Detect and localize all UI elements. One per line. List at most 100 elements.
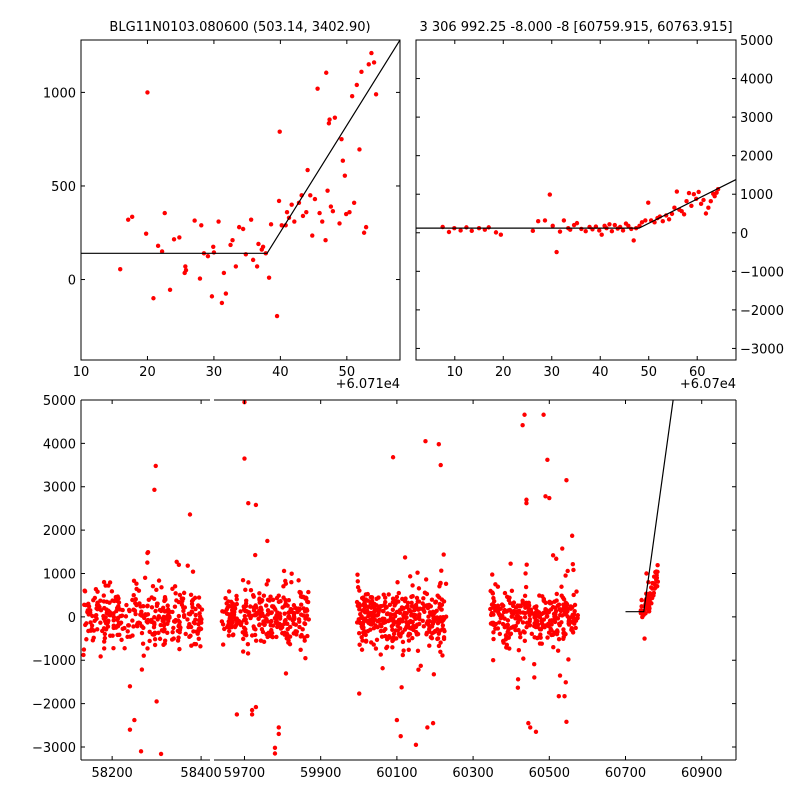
data-point xyxy=(359,624,364,629)
data-point xyxy=(397,610,403,616)
data-point xyxy=(250,593,256,598)
data-point xyxy=(340,158,346,163)
data-point xyxy=(524,624,529,630)
data-point xyxy=(154,587,159,593)
data-point xyxy=(136,588,142,593)
data-point xyxy=(302,638,307,643)
data-point xyxy=(240,577,246,583)
data-point xyxy=(545,635,550,640)
data-point xyxy=(248,217,254,222)
data-point xyxy=(639,597,644,603)
data-point xyxy=(442,629,447,634)
model-line xyxy=(81,40,400,254)
data-point xyxy=(443,581,449,586)
data-point xyxy=(355,603,361,608)
data-point xyxy=(390,596,396,601)
data-point xyxy=(110,633,115,638)
data-point xyxy=(564,610,569,616)
x-tick-label: 58200 xyxy=(91,766,132,781)
data-point xyxy=(87,610,93,615)
data-point xyxy=(199,223,204,228)
data-point xyxy=(383,626,388,632)
x-tick-label: 59900 xyxy=(300,766,341,781)
data-point xyxy=(439,568,444,573)
data-point xyxy=(241,636,246,642)
data-point xyxy=(286,638,291,643)
data-point xyxy=(655,562,660,568)
data-point xyxy=(391,631,397,637)
data-point xyxy=(230,609,235,614)
data-point xyxy=(507,646,512,651)
data-point xyxy=(496,610,501,615)
data-point-outlier xyxy=(154,699,159,704)
data-point xyxy=(173,591,178,596)
data-point-outlier xyxy=(272,751,278,756)
data-point xyxy=(552,619,558,625)
data-point xyxy=(283,598,288,603)
y-tick-label: −3000 xyxy=(740,342,784,357)
data-point xyxy=(438,581,443,586)
data-point xyxy=(276,599,282,605)
data-point xyxy=(438,640,443,645)
data-point xyxy=(286,614,291,620)
data-point xyxy=(265,578,271,583)
data-point xyxy=(155,243,161,249)
data-point xyxy=(304,209,309,215)
data-point xyxy=(439,597,445,602)
data-point xyxy=(231,612,237,617)
data-point xyxy=(285,627,290,632)
data-point xyxy=(277,611,283,616)
data-point xyxy=(554,556,559,561)
data-point xyxy=(220,642,226,647)
data-point xyxy=(265,612,270,617)
y-tick-label: −1000 xyxy=(32,654,76,669)
data-point xyxy=(509,588,515,593)
data-point xyxy=(504,642,510,648)
data-point xyxy=(574,220,580,226)
data-point xyxy=(151,296,156,301)
data-point xyxy=(101,593,106,598)
x-tick-label: 60300 xyxy=(452,766,493,781)
data-point xyxy=(101,613,106,619)
data-point xyxy=(416,599,422,604)
y-tick-label: −2000 xyxy=(740,304,784,319)
data-point xyxy=(426,602,432,608)
data-point xyxy=(297,624,302,630)
data-point xyxy=(177,646,182,652)
data-point xyxy=(245,642,251,647)
data-point xyxy=(435,617,441,622)
data-point xyxy=(274,313,280,319)
data-point xyxy=(679,208,684,214)
data-point xyxy=(366,620,372,626)
data-point xyxy=(275,624,280,630)
data-point xyxy=(574,589,579,594)
data-point xyxy=(296,617,302,622)
data-point xyxy=(226,589,232,594)
data-point xyxy=(281,584,286,589)
data-point xyxy=(116,600,122,605)
data-point xyxy=(302,621,308,627)
data-point xyxy=(557,229,563,234)
data-point xyxy=(324,70,329,75)
data-point xyxy=(257,608,262,613)
data-point xyxy=(303,655,308,661)
x-tick-label: 40 xyxy=(592,365,609,380)
data-point xyxy=(486,225,491,230)
data-point xyxy=(172,619,178,624)
data-point xyxy=(647,606,652,611)
data-point xyxy=(98,654,103,659)
data-point xyxy=(196,636,201,642)
data-point xyxy=(260,597,265,603)
data-point xyxy=(81,647,87,652)
data-point xyxy=(279,223,284,228)
data-point xyxy=(119,637,124,643)
data-point xyxy=(104,610,109,616)
data-point xyxy=(559,584,564,589)
data-point xyxy=(415,570,420,575)
data-point xyxy=(563,600,569,605)
panel-bottom: 58200 58400 59700 59900 60100 60300 60500 60700… xyxy=(32,394,737,781)
data-point xyxy=(712,193,717,199)
data-point xyxy=(106,618,111,623)
data-point xyxy=(406,647,411,653)
data-point xyxy=(440,623,446,628)
